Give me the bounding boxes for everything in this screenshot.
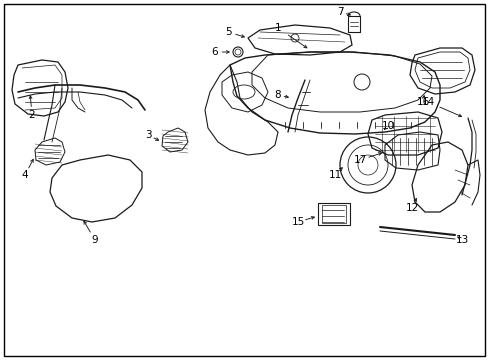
Text: 10: 10	[381, 121, 394, 131]
Text: 13: 13	[454, 235, 468, 245]
Text: 3: 3	[144, 130, 151, 140]
Text: 15: 15	[291, 217, 304, 227]
Text: 5: 5	[224, 27, 231, 37]
Text: 1: 1	[274, 23, 281, 33]
Text: 7: 7	[336, 7, 343, 17]
Text: 14: 14	[421, 97, 434, 107]
Text: 11: 11	[328, 170, 341, 180]
Text: 6: 6	[211, 47, 218, 57]
Text: 16: 16	[415, 97, 429, 107]
Text: 12: 12	[405, 203, 418, 213]
Text: 9: 9	[92, 235, 98, 245]
Text: 17: 17	[353, 155, 366, 165]
Text: 4: 4	[21, 170, 28, 180]
Text: 2: 2	[29, 110, 35, 120]
Text: 8: 8	[274, 90, 281, 100]
